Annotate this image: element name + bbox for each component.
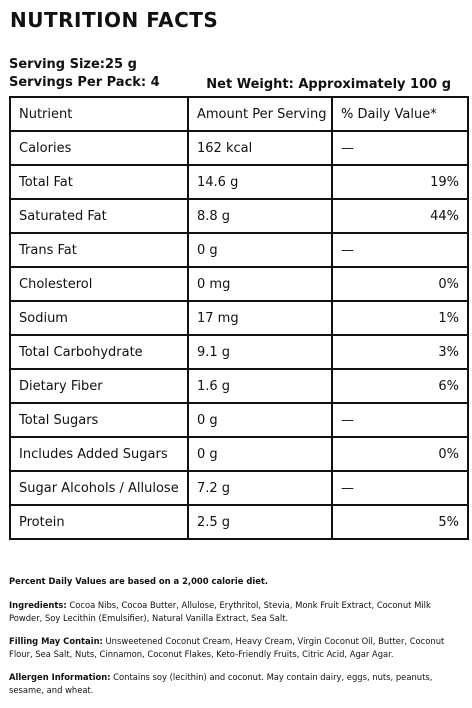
- daily-value-cell: 3%: [331, 334, 469, 370]
- amount-cell: 9.1 g: [187, 334, 333, 370]
- amount-cell: 7.2 g: [187, 470, 333, 506]
- nutrition-table: Nutrient Amount Per Serving % Daily Valu…: [9, 96, 469, 540]
- nutrient-cell: Total Sugars: [9, 402, 189, 438]
- percent-dv-note: Percent Daily Values are based on a 2,00…: [9, 576, 269, 586]
- amount-cell: 0 g: [187, 402, 333, 438]
- table-row: Sodium 17 mg 1%: [9, 300, 469, 336]
- amount-cell: 2.5 g: [187, 504, 333, 540]
- table-row: Sugar Alcohols / Allulose 7.2 g —: [9, 470, 469, 506]
- nutrient-cell: Saturated Fat: [9, 198, 189, 234]
- nutrient-cell: Cholesterol: [9, 266, 189, 302]
- daily-value-cell: —: [331, 232, 469, 268]
- filling-label: Filling May Contain:: [9, 636, 103, 646]
- nutrient-cell: Calories: [9, 130, 189, 166]
- nutrient-cell: Dietary Fiber: [9, 368, 189, 404]
- table-body: Calories 162 kcal — Total Fat 14.6 g 19% Satur…: [9, 130, 469, 540]
- amount-cell: 14.6 g: [187, 164, 333, 200]
- nutrient-cell: Sodium: [9, 300, 189, 336]
- daily-value-cell: —: [331, 402, 469, 438]
- nutrient-cell: Trans Fat: [9, 232, 189, 268]
- daily-value-cell: 19%: [331, 164, 469, 200]
- daily-value-cell: —: [331, 470, 469, 506]
- header-nutrient: Nutrient: [9, 96, 189, 132]
- page-title: NUTRITION FACTS: [10, 8, 219, 32]
- daily-value-cell: 5%: [331, 504, 469, 540]
- header-amount: Amount Per Serving: [187, 96, 333, 132]
- table-row: Cholesterol 0 mg 0%: [9, 266, 469, 302]
- amount-cell: 1.6 g: [187, 368, 333, 404]
- table-row: Calories 162 kcal —: [9, 130, 469, 166]
- table-row: Trans Fat 0 g —: [9, 232, 469, 268]
- table-row: Total Carbohydrate 9.1 g 3%: [9, 334, 469, 370]
- table-header-row: Nutrient Amount Per Serving % Daily Valu…: [9, 96, 469, 132]
- allergen-note: Allergen Information: Contains soy (leci…: [9, 671, 457, 696]
- daily-value-cell: 6%: [331, 368, 469, 404]
- allergen-text: Contains soy (lecithin) and coconut. May…: [9, 672, 433, 695]
- daily-value-cell: 1%: [331, 300, 469, 336]
- servings-per-pack: Servings Per Pack: 4: [9, 75, 160, 90]
- amount-cell: 0 g: [187, 232, 333, 268]
- ingredients-note: Ingredients: Cocoa Nibs, Cocoa Butter, A…: [9, 599, 457, 624]
- nutrient-cell: Total Fat: [9, 164, 189, 200]
- nutrient-cell: Protein: [9, 504, 189, 540]
- allergen-label: Allergen Information:: [9, 672, 111, 682]
- ingredients-text: Cocoa Nibs, Cocoa Butter, Allulose, Eryt…: [9, 600, 431, 623]
- header-daily-value: % Daily Value*: [331, 96, 469, 132]
- table-row: Total Fat 14.6 g 19%: [9, 164, 469, 200]
- table-row: Dietary Fiber 1.6 g 6%: [9, 368, 469, 404]
- daily-value-cell: —: [331, 130, 469, 166]
- daily-value-cell: 0%: [331, 436, 469, 472]
- nutrient-cell: Total Carbohydrate: [9, 334, 189, 370]
- ingredients-label: Ingredients:: [9, 600, 67, 610]
- net-weight: Net Weight: Approximately 100 g: [206, 77, 451, 92]
- amount-cell: 8.8 g: [187, 198, 333, 234]
- filling-text: Unsweetened Coconut Cream, Heavy Cream, …: [9, 636, 445, 659]
- nutrient-cell: Includes Added Sugars: [9, 436, 189, 472]
- table-row: Protein 2.5 g 5%: [9, 504, 469, 540]
- daily-value-cell: 44%: [331, 198, 469, 234]
- nutrient-cell: Sugar Alcohols / Allulose: [9, 470, 189, 506]
- amount-cell: 17 mg: [187, 300, 333, 336]
- amount-cell: 0 mg: [187, 266, 333, 302]
- filling-note: Filling May Contain: Unsweetened Coconut…: [9, 635, 457, 660]
- amount-cell: 162 kcal: [187, 130, 333, 166]
- serving-size: Serving Size:25 g: [9, 57, 137, 72]
- daily-value-cell: 0%: [331, 266, 469, 302]
- table-row: Total Sugars 0 g —: [9, 402, 469, 438]
- table-row: Saturated Fat 8.8 g 44%: [9, 198, 469, 234]
- table-row: Includes Added Sugars 0 g 0%: [9, 436, 469, 472]
- amount-cell: 0 g: [187, 436, 333, 472]
